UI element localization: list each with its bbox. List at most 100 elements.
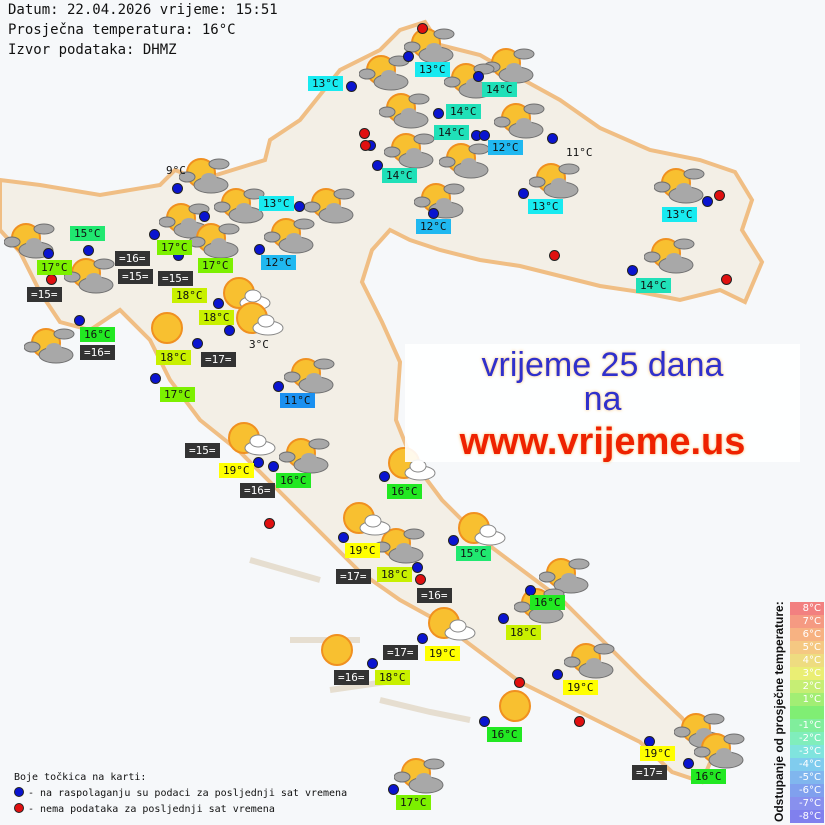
- station-dot-available[interactable]: [518, 188, 529, 199]
- station-dot-available[interactable]: [403, 51, 414, 62]
- temperature-label: =16=: [115, 251, 150, 266]
- station-dot-available[interactable]: [473, 71, 484, 82]
- partly-cloudy-icon: [188, 220, 241, 260]
- station-dot-available[interactable]: [294, 201, 305, 212]
- station-dot-available[interactable]: [552, 669, 563, 680]
- station-dot-available[interactable]: [448, 535, 459, 546]
- station-dot-available[interactable]: [199, 211, 210, 222]
- temperature-label: 11°C: [566, 146, 593, 159]
- station-dot-available[interactable]: [268, 461, 279, 472]
- station-dot-unavailable[interactable]: [574, 716, 585, 727]
- station-dot-available[interactable]: [43, 248, 54, 259]
- temperature-label: 18°C: [506, 625, 541, 640]
- partly-cloudy-icon: [63, 255, 116, 295]
- station-dot-available[interactable]: [547, 133, 558, 144]
- dot-legend: Boje točkica na karti: - na raspolaganju…: [14, 770, 347, 818]
- promo-line-2: na: [583, 380, 622, 418]
- station-dot-available[interactable]: [149, 229, 160, 240]
- scale-row: 8°C: [790, 602, 824, 615]
- station-dot-available[interactable]: [253, 457, 264, 468]
- temperature-label: =16=: [334, 670, 369, 685]
- station-dot-available[interactable]: [683, 758, 694, 769]
- temperature-label: =16=: [240, 483, 275, 498]
- temperature-label: 14°C: [482, 82, 517, 97]
- promo-banner[interactable]: vrijeme 25 dana na www.vrijeme.us: [405, 344, 800, 462]
- partly-cloudy-icon: [393, 755, 446, 795]
- temperature-label: 13°C: [308, 76, 343, 91]
- station-dot-available[interactable]: [412, 562, 423, 573]
- station-dot-unavailable[interactable]: [417, 23, 428, 34]
- station-dot-unavailable[interactable]: [359, 128, 370, 139]
- partly-cloudy-icon: [493, 100, 546, 140]
- station-dot-available[interactable]: [498, 613, 509, 624]
- station-dot-available[interactable]: [150, 373, 161, 384]
- partly-cloudy-icon: [538, 555, 591, 595]
- station-dot-unavailable[interactable]: [549, 250, 560, 261]
- station-dot-available[interactable]: [379, 471, 390, 482]
- station-dot-available[interactable]: [372, 160, 383, 171]
- temperature-label: =16=: [417, 588, 452, 603]
- station-dot-available[interactable]: [254, 244, 265, 255]
- temperature-label: =16=: [80, 345, 115, 360]
- station-dot-available[interactable]: [417, 633, 428, 644]
- temperature-label: =15=: [118, 269, 153, 284]
- station-dot-available[interactable]: [479, 716, 490, 727]
- scale-row: 1°C: [790, 693, 824, 706]
- temperature-label: 15°C: [456, 546, 491, 561]
- temperature-label: 18°C: [377, 567, 412, 582]
- station-dot-available[interactable]: [213, 298, 224, 309]
- station-dot-available[interactable]: [367, 658, 378, 669]
- station-dot-available[interactable]: [172, 183, 183, 194]
- station-dot-available[interactable]: [338, 532, 349, 543]
- temperature-label: 18°C: [156, 350, 191, 365]
- partly-cloudy-icon: [378, 90, 431, 130]
- sunny-icon: [489, 686, 541, 726]
- station-dot-available[interactable]: [74, 315, 85, 326]
- scale-row: 6°C: [790, 628, 824, 641]
- station-dot-unavailable[interactable]: [360, 140, 371, 151]
- station-dot-available[interactable]: [627, 265, 638, 276]
- station-dot-available[interactable]: [346, 81, 357, 92]
- temperature-label: =17=: [632, 765, 667, 780]
- promo-link[interactable]: www.vrijeme.us: [459, 421, 746, 463]
- partly-cloudy-icon: [383, 130, 436, 170]
- partly-cloudy-icon: [413, 180, 466, 220]
- temperature-label: 17°C: [198, 258, 233, 273]
- station-dot-unavailable[interactable]: [514, 677, 525, 688]
- station-dot-available[interactable]: [428, 208, 439, 219]
- station-dot-unavailable[interactable]: [46, 274, 57, 285]
- station-dot-available[interactable]: [273, 381, 284, 392]
- partly-cloudy-icon: [303, 185, 356, 225]
- station-dot-unavailable[interactable]: [415, 574, 426, 585]
- station-dot-unavailable[interactable]: [714, 190, 725, 201]
- scale-row: -2°C: [790, 732, 824, 745]
- sun-light-cloud-icon: [454, 510, 506, 550]
- station-dot-available[interactable]: [702, 196, 713, 207]
- station-dot-available[interactable]: [83, 245, 94, 256]
- station-dot-available[interactable]: [388, 784, 399, 795]
- partly-cloudy-icon: [438, 140, 491, 180]
- scale-row: [790, 706, 824, 719]
- temperature-label: 14°C: [434, 125, 469, 140]
- sun-light-cloud-icon: [219, 275, 271, 315]
- station-dot-unavailable[interactable]: [264, 518, 275, 529]
- scale-row: 3°C: [790, 667, 824, 680]
- station-dot-unavailable[interactable]: [721, 274, 732, 285]
- partly-cloudy-icon: [178, 155, 231, 195]
- partly-cloudy-icon: [3, 220, 56, 260]
- temperature-label: 16°C: [387, 484, 422, 499]
- station-dot-available[interactable]: [433, 108, 444, 119]
- data-source-line: Izvor podataka: DHMZ: [8, 42, 177, 58]
- sun-light-cloud-icon: [339, 500, 391, 540]
- partly-cloudy-icon: [358, 52, 411, 92]
- temperature-label: 19°C: [345, 543, 380, 558]
- partly-cloudy-icon: [528, 160, 581, 200]
- scale-row: 2°C: [790, 680, 824, 693]
- temperature-label: 12°C: [416, 219, 451, 234]
- temperature-label: =15=: [27, 287, 62, 302]
- station-dot-available[interactable]: [192, 338, 203, 349]
- scale-row: -8°C: [790, 810, 824, 823]
- station-dot-available[interactable]: [479, 130, 490, 141]
- station-dot-available[interactable]: [224, 325, 235, 336]
- temperature-label: 13°C: [259, 196, 294, 211]
